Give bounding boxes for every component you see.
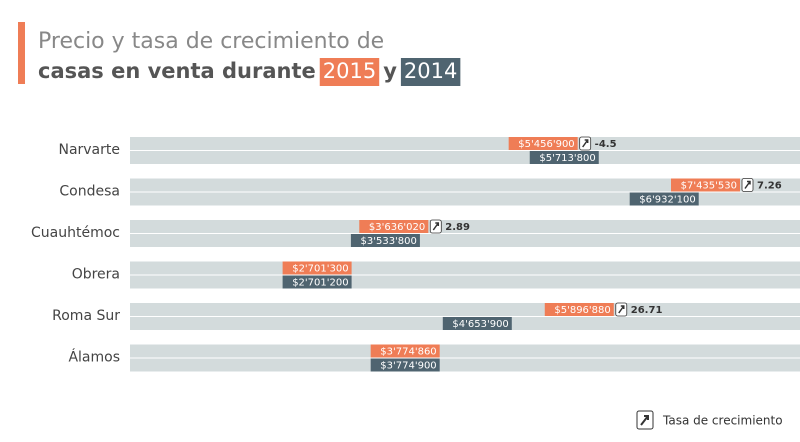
bar xyxy=(282,261,352,275)
bar xyxy=(370,358,440,372)
y-tick-label: Roma Sur xyxy=(52,308,120,324)
growth-label: -4.5 xyxy=(595,139,617,150)
bar-track xyxy=(130,303,800,316)
bar-track xyxy=(130,220,800,233)
bar-track xyxy=(130,358,800,372)
bar xyxy=(370,344,440,358)
title-year-box xyxy=(400,58,461,86)
value-label: $4'653'900 xyxy=(452,319,508,330)
growth-icon xyxy=(744,180,751,189)
chart-title: casas en venta durante xyxy=(38,59,316,83)
legend: Tasa de crecimiento xyxy=(636,410,783,430)
bar-track xyxy=(130,178,800,192)
value-label: $3'774'900 xyxy=(380,361,436,372)
value-label: $5'456'900 xyxy=(518,139,574,150)
bar xyxy=(359,220,429,233)
chart-title: y xyxy=(383,59,397,83)
bar-track xyxy=(130,137,800,150)
bar xyxy=(282,275,352,289)
growth-icon xyxy=(432,222,440,231)
growth-label: 2.89 xyxy=(445,222,470,233)
growth-icon xyxy=(618,305,625,314)
y-tick-label: Condesa xyxy=(59,184,120,200)
y-tick-label: Obrera xyxy=(72,267,120,283)
bar xyxy=(629,192,699,206)
title-year-box xyxy=(319,58,380,86)
value-label: $2'701'300 xyxy=(292,264,348,275)
bar-track xyxy=(130,192,800,206)
value-label: $5'713'800 xyxy=(539,153,595,164)
value-label: $6'932'100 xyxy=(639,195,695,206)
growth-label: 26.71 xyxy=(631,305,663,316)
value-label: $3'636'020 xyxy=(369,222,425,233)
bar-track xyxy=(130,261,800,275)
y-tick-label: Cuauhtémoc xyxy=(31,225,120,241)
bar-track xyxy=(130,344,800,358)
value-label: $7'435'530 xyxy=(681,181,737,192)
bar xyxy=(544,303,614,316)
title-accent xyxy=(18,22,25,84)
y-tick-label: Narvarte xyxy=(58,142,120,158)
value-label: $5'896'880 xyxy=(554,305,610,316)
bar-track xyxy=(130,275,800,289)
title-year: 2015 xyxy=(323,59,376,83)
bar xyxy=(529,151,599,164)
bar-track xyxy=(130,151,800,164)
legend-icon xyxy=(640,415,649,426)
y-tick-label: Álamos xyxy=(68,349,120,366)
value-label: $2'701'200 xyxy=(292,278,348,289)
growth-label: 7.26 xyxy=(757,181,782,192)
bar-track xyxy=(130,234,800,247)
bar xyxy=(508,137,578,150)
bar xyxy=(350,234,420,247)
chart-title: Precio y tasa de crecimiento de xyxy=(38,29,384,54)
value-label: $3'774'860 xyxy=(380,347,436,358)
bar xyxy=(442,317,512,330)
growth-icon xyxy=(582,139,589,148)
legend-label: Tasa de crecimiento xyxy=(662,414,783,428)
bar xyxy=(671,178,740,192)
title-year: 2014 xyxy=(404,59,457,83)
value-label: $3'533'800 xyxy=(361,236,417,247)
